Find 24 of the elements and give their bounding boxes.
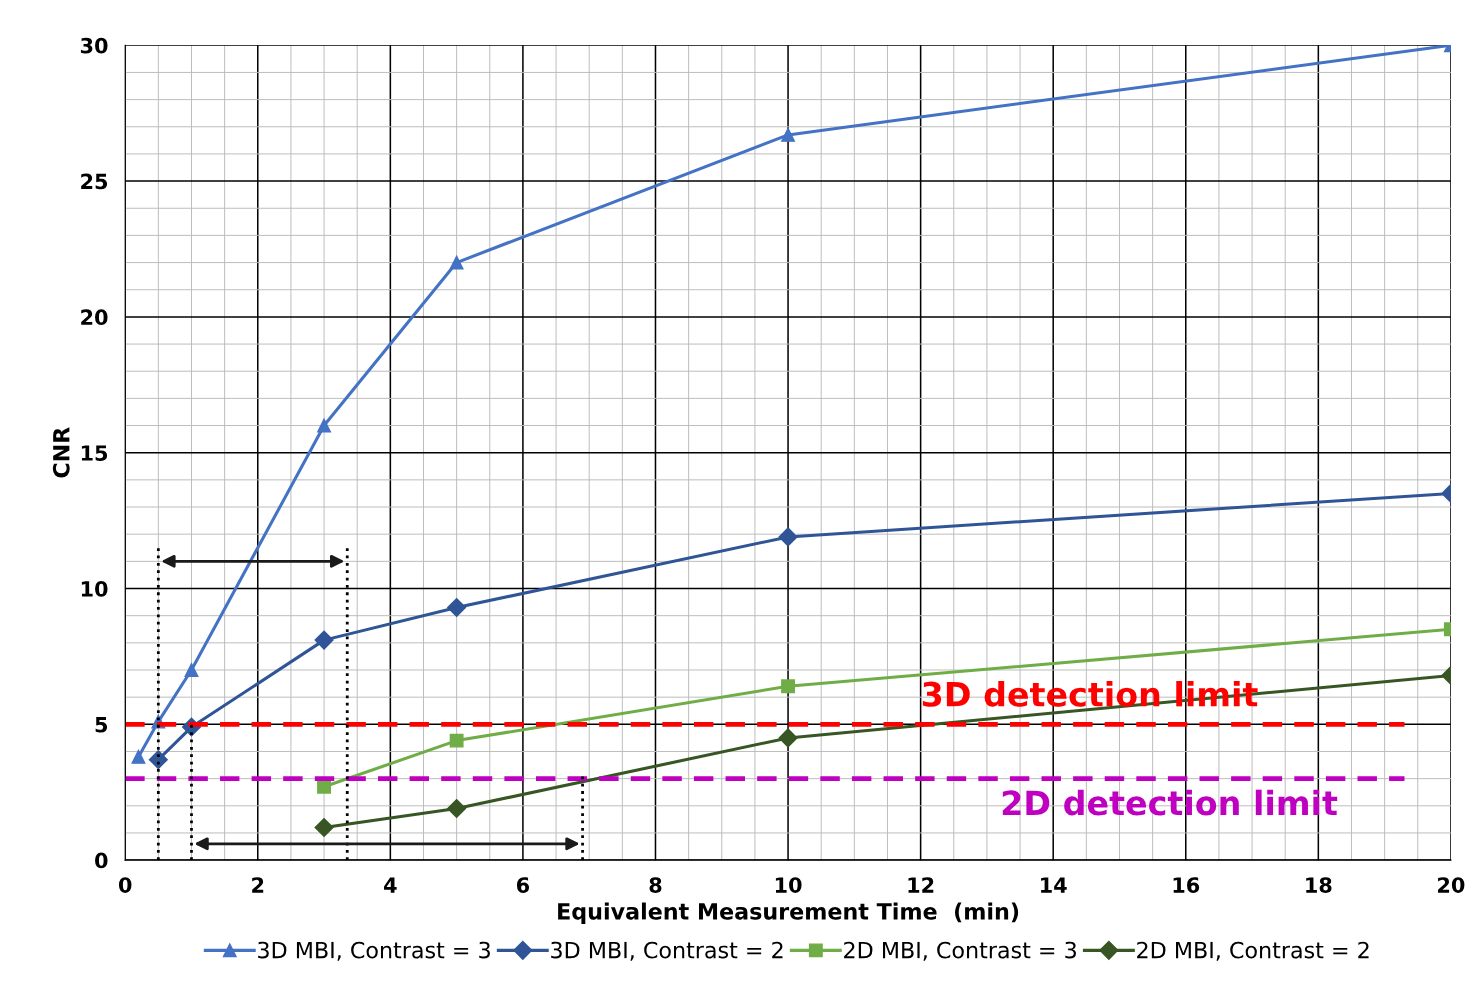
y-tick-label: 10 — [81, 580, 108, 597]
x-axis-title: Equivalent Measurement Time (min) — [558, 902, 1019, 925]
x-tick-label: 4 — [384, 877, 397, 893]
x-tick-label: 12 — [908, 877, 934, 893]
legend-label: 2D MBI, Contrast = 3 — [844, 941, 1076, 961]
x-tick-label: 18 — [1306, 877, 1332, 893]
x-tick-label: 20 — [1438, 877, 1465, 893]
x-tick-label: 14 — [1041, 877, 1067, 893]
x-tick-label: 2 — [252, 877, 264, 893]
y-axis-title: CNR — [52, 427, 70, 478]
y-tick-label: 0 — [95, 852, 108, 869]
legend-label: 3D MBI, Contrast = 2 — [551, 941, 783, 961]
x-tick-label: 8 — [649, 877, 662, 893]
y-tick-label: 20 — [81, 309, 108, 326]
y-tick-label: 5 — [95, 717, 108, 733]
y-tick-label: 30 — [80, 37, 108, 54]
y-tick-label: 25 — [81, 173, 108, 190]
x-tick-label: 10 — [775, 877, 802, 893]
x-tick-label: 6 — [516, 877, 530, 893]
x-tick-label: 0 — [118, 877, 132, 893]
x-tick-label: 16 — [1173, 877, 1200, 893]
legend-label: 3D MBI, Contrast = 3 — [258, 941, 490, 961]
y-tick-label: 15 — [81, 445, 108, 461]
legend-label: 2D MBI, Contrast = 2 — [1137, 941, 1369, 961]
